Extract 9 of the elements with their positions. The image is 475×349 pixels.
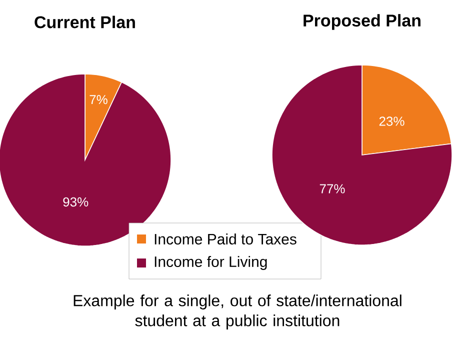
legend-label: Income for Living [154, 256, 267, 270]
legend-label: Income Paid to Taxes [154, 233, 296, 244]
data-label: 23% [379, 116, 404, 126]
data-label: 7% [90, 95, 108, 104]
data-label: 93% [63, 197, 88, 207]
text: Example for a single, out of state/international student at a public institution [74, 294, 402, 330]
chart-title: Current Plan [34, 16, 135, 28]
data-label: 77% [320, 184, 345, 194]
chart-title: Proposed Plan [304, 14, 420, 30]
